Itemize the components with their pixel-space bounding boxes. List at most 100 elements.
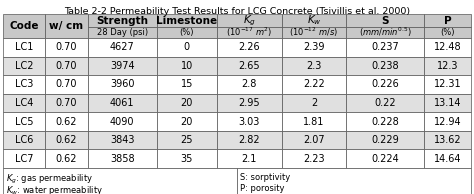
Text: $(10^{-17}\ m^2)$: $(10^{-17}\ m^2)$	[226, 26, 273, 39]
Text: 2.95: 2.95	[238, 98, 260, 108]
Text: 2.26: 2.26	[238, 42, 260, 52]
Text: 10: 10	[181, 61, 193, 71]
Bar	[46, 131, 88, 149]
Bar	[346, 149, 424, 168]
Text: 2.1: 2.1	[242, 154, 257, 164]
Bar	[346, 94, 424, 112]
Bar	[88, 75, 157, 94]
Bar	[46, 57, 88, 75]
Bar	[282, 131, 346, 149]
Text: 20: 20	[181, 98, 193, 108]
Bar	[46, 38, 88, 57]
Bar	[88, 14, 157, 27]
Text: 2.23: 2.23	[303, 154, 325, 164]
Text: 0.70: 0.70	[56, 42, 77, 52]
Text: 35: 35	[181, 154, 193, 164]
Bar	[157, 38, 217, 57]
Bar	[424, 27, 471, 38]
Bar	[46, 75, 88, 94]
Text: 12.31: 12.31	[434, 79, 461, 89]
Bar	[3, 75, 46, 94]
Text: Table 2-2 Permeability Test Results for LCG Concrete (Tsivillis et al. 2000): Table 2-2 Permeability Test Results for …	[64, 7, 410, 16]
Text: 0.62: 0.62	[56, 154, 77, 164]
Text: 3.03: 3.03	[238, 117, 260, 126]
Text: 12.3: 12.3	[437, 61, 458, 71]
Bar	[88, 38, 157, 57]
Bar	[217, 27, 282, 38]
Bar	[282, 14, 346, 27]
Bar	[346, 14, 424, 27]
Bar	[217, 112, 282, 131]
Text: $K_g$: gas permeability: $K_g$: gas permeability	[6, 173, 93, 186]
Bar	[424, 38, 471, 57]
Text: 12.94: 12.94	[434, 117, 461, 126]
Bar	[3, 57, 46, 75]
Text: 1.81: 1.81	[303, 117, 325, 126]
Text: 2: 2	[311, 98, 317, 108]
Text: 0.70: 0.70	[56, 61, 77, 71]
Text: 0.238: 0.238	[372, 61, 399, 71]
Text: 0.70: 0.70	[56, 98, 77, 108]
Bar	[346, 57, 424, 75]
Text: LC4: LC4	[15, 98, 33, 108]
Text: 15: 15	[181, 79, 193, 89]
Bar	[424, 94, 471, 112]
Bar	[282, 94, 346, 112]
Bar	[282, 112, 346, 131]
Text: 13.14: 13.14	[434, 98, 461, 108]
Text: 2.39: 2.39	[303, 42, 325, 52]
Text: 12.48: 12.48	[434, 42, 461, 52]
Bar	[217, 131, 282, 149]
Bar	[346, 131, 424, 149]
Text: $K_w$: $K_w$	[307, 14, 321, 27]
Bar	[282, 27, 346, 38]
Text: 4627: 4627	[110, 42, 135, 52]
Text: 28 Day (psi): 28 Day (psi)	[97, 28, 148, 37]
Text: 0: 0	[184, 42, 190, 52]
Bar	[424, 149, 471, 168]
Bar	[346, 27, 424, 38]
Bar	[46, 14, 88, 38]
Bar	[3, 94, 46, 112]
Bar	[424, 112, 471, 131]
Text: 2.07: 2.07	[303, 135, 325, 145]
Text: 2.82: 2.82	[238, 135, 260, 145]
Text: 25: 25	[181, 135, 193, 145]
Text: 13.62: 13.62	[434, 135, 461, 145]
Bar	[346, 112, 424, 131]
Bar	[346, 38, 424, 57]
Bar	[282, 75, 346, 94]
Bar	[424, 75, 471, 94]
Bar	[217, 75, 282, 94]
Text: $K_w$: water permeability: $K_w$: water permeability	[6, 184, 103, 194]
Text: $(mm/min^{0.5})$: $(mm/min^{0.5})$	[359, 26, 411, 39]
Bar	[88, 27, 157, 38]
Bar	[424, 131, 471, 149]
Bar	[424, 57, 471, 75]
Bar	[88, 149, 157, 168]
Text: 0.226: 0.226	[371, 79, 399, 89]
Text: 0.70: 0.70	[56, 79, 77, 89]
Bar	[282, 38, 346, 57]
Text: S: S	[382, 16, 389, 25]
Text: LC2: LC2	[15, 61, 34, 71]
Text: 3843: 3843	[110, 135, 135, 145]
Text: 0.229: 0.229	[371, 135, 399, 145]
Text: LC7: LC7	[15, 154, 34, 164]
Bar	[217, 57, 282, 75]
Bar	[88, 57, 157, 75]
Text: P: porosity: P: porosity	[240, 184, 284, 193]
Bar	[3, 149, 46, 168]
Bar	[346, 75, 424, 94]
Text: w/ cm: w/ cm	[49, 21, 83, 31]
Text: LC1: LC1	[15, 42, 33, 52]
Text: 2.8: 2.8	[242, 79, 257, 89]
Bar	[88, 131, 157, 149]
Text: $K_g$: $K_g$	[243, 13, 256, 28]
Text: 20: 20	[181, 117, 193, 126]
Text: LC6: LC6	[15, 135, 33, 145]
Text: 0.62: 0.62	[56, 135, 77, 145]
Bar	[157, 131, 217, 149]
Text: 3974: 3974	[110, 61, 135, 71]
Bar	[157, 75, 217, 94]
